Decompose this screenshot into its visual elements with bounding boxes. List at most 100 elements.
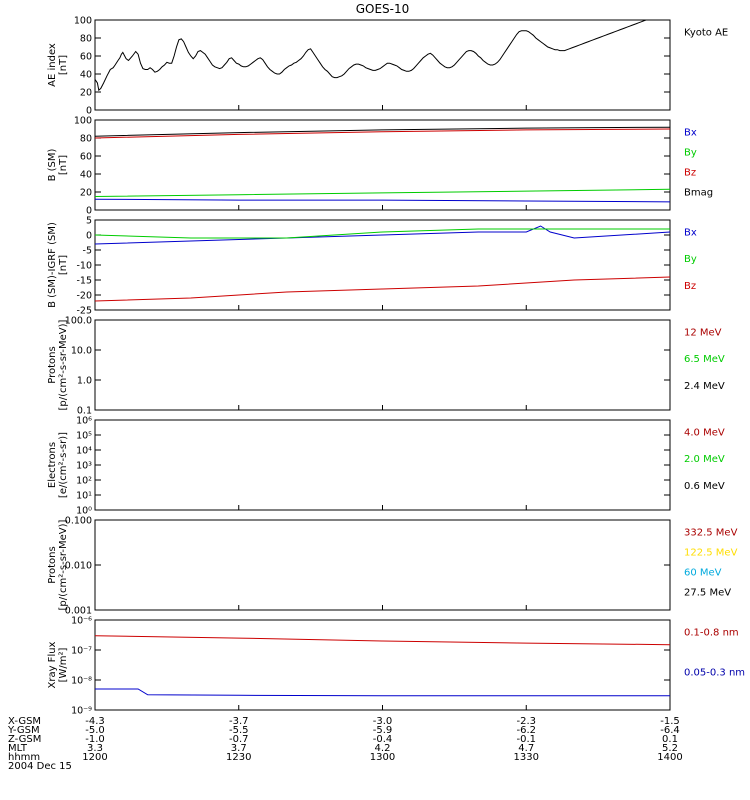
series-line-xray-0-1-0-8-nm (94, 635, 671, 646)
x-tick-hhmm: 1330 (514, 752, 539, 763)
x-row-label: 2004 Dec 15 (8, 761, 72, 772)
x-tick-mlt: 5.2 (662, 743, 678, 754)
legend-label-electrons: 4.0 MeV (684, 428, 725, 439)
legend-label-b_igrf: By (684, 254, 697, 265)
panel-frame-ae (94, 19, 671, 111)
ylabel-electrons: [e/(cm²-s-sr)] (58, 432, 69, 498)
ylabel-xray: [W/m²] (58, 647, 69, 682)
series-line-b_igrf-bz (94, 276, 671, 302)
ytick-label-b_sm: 20 (80, 188, 92, 199)
legend-label-xray: 0.1-0.8 nm (684, 628, 739, 639)
x-row-label: Z-GSM (8, 734, 41, 745)
ytick-label-electrons: 10⁴ (76, 446, 92, 457)
x-tick-mlt: 3.7 (231, 743, 247, 754)
x-tick-z-gsm: -0.7 (229, 734, 249, 745)
series-line-xray-0-05-0-3-nm (95, 688, 670, 697)
series-line-b_igrf-by (94, 228, 670, 239)
legend-label-b_igrf: Bx (684, 228, 697, 239)
ytick-label-protons_high: 0.010 (65, 561, 92, 572)
legend-label-protons_low: 2.4 MeV (684, 381, 725, 392)
series-line-b_igrf-bx (94, 225, 671, 245)
ytick-label-xray: 10⁻⁸ (71, 676, 92, 687)
legend-label-electrons: 0.6 MeV (684, 481, 725, 492)
ylabel-ae: AE index (47, 43, 58, 87)
x-tick-x-gsm: -3.0 (373, 716, 393, 727)
legend-label-protons_high: 332.5 MeV (684, 528, 738, 539)
x-tick-x-gsm: -1.5 (660, 716, 680, 727)
x-tick-x-gsm: -3.7 (229, 716, 249, 727)
legend-label-electrons: 2.0 MeV (684, 454, 725, 465)
ylabel-protons_low: Protons (47, 346, 58, 383)
ytick-label-xray: 10⁻⁷ (71, 646, 92, 657)
ytick-label-b_igrf: -5 (83, 246, 92, 257)
x-tick-x-gsm: -4.3 (85, 716, 105, 727)
legend-label-b_sm: Bz (684, 168, 696, 179)
legend-label-protons_high: 27.5 MeV (684, 588, 731, 599)
legend-label-b_sm: By (684, 148, 697, 159)
x-tick-z-gsm: -0.4 (373, 734, 393, 745)
legend-label-protons_high: 122.5 MeV (684, 548, 738, 559)
x-tick-z-gsm: 0.1 (662, 734, 678, 745)
ytick-label-electrons: 10¹ (76, 491, 92, 502)
ytick-label-electrons: 10² (76, 476, 92, 487)
ytick-label-b_igrf: -25 (76, 306, 92, 317)
ytick-label-b_sm: 100 (74, 116, 92, 127)
legend-label-b_igrf: Bz (684, 281, 696, 292)
x-tick-x-gsm: -2.3 (516, 716, 536, 727)
x-tick-y-gsm: -6.4 (660, 725, 680, 736)
ytick-label-protons_low: 10.0 (71, 346, 92, 357)
ytick-label-b_sm: 40 (80, 170, 92, 181)
panel-frame-xray (94, 619, 671, 711)
x-row-label: hhmm (8, 752, 40, 763)
ytick-label-protons_low: 100.0 (65, 316, 92, 327)
legend-label-protons_high: 60 MeV (684, 568, 722, 579)
x-tick-mlt: 4.2 (375, 743, 391, 754)
x-tick-y-gsm: -6.2 (516, 725, 536, 736)
ylabel-b_sm: [nT] (58, 155, 69, 175)
ytick-label-ae: 0 (86, 106, 92, 117)
legend-label-b_sm: Bmag (684, 188, 713, 199)
ytick-label-electrons: 10⁵ (76, 431, 92, 442)
ytick-label-electrons: 10³ (76, 461, 92, 472)
ytick-label-electrons: 10⁶ (76, 416, 92, 427)
x-tick-y-gsm: -5.5 (229, 725, 249, 736)
ylabel-b_igrf: [nT] (58, 255, 69, 275)
ylabel-protons_low: [p/(cm²-s-sr-MeV)] (58, 319, 69, 410)
x-row-label: Y-GSM (7, 725, 40, 736)
ytick-label-xray: 10⁻⁹ (71, 706, 92, 717)
series-line-b_sm-bz (94, 128, 671, 139)
x-tick-hhmm: 1400 (657, 752, 682, 763)
ytick-label-b_igrf: -20 (76, 291, 92, 302)
ylabel-electrons: Electrons (47, 442, 58, 488)
panel-frame-protons_low (94, 319, 671, 411)
series-line-ae-kyoto-ae (94, 19, 647, 92)
chart-title: GOES-10 (356, 2, 410, 16)
series-line-b_sm-bmag (94, 126, 671, 137)
ytick-label-b_igrf: 0 (86, 231, 92, 242)
ytick-label-ae: 20 (80, 88, 92, 99)
legend-label-protons_low: 12 MeV (684, 328, 722, 339)
legend-label-ae: Kyoto AE (684, 28, 728, 39)
panel-frame-protons_high (94, 519, 671, 611)
legend-label-xray: 0.05-0.3 nm (684, 668, 745, 679)
ytick-label-ae: 80 (80, 34, 92, 45)
x-tick-y-gsm: -5.0 (85, 725, 105, 736)
ytick-label-b_igrf: 5 (86, 216, 92, 227)
ytick-label-protons_low: 0.1 (77, 406, 92, 417)
x-tick-z-gsm: -0.1 (516, 734, 536, 745)
x-tick-y-gsm: -5.9 (373, 725, 393, 736)
panel-frame-b_sm (94, 119, 671, 211)
x-tick-mlt: 3.3 (87, 743, 103, 754)
ytick-label-ae: 40 (80, 70, 92, 81)
ytick-label-protons_low: 1.0 (77, 376, 92, 387)
ytick-label-b_igrf: -10 (76, 261, 92, 272)
ytick-label-electrons: 10⁰ (76, 506, 92, 517)
x-tick-z-gsm: -1.0 (85, 734, 105, 745)
ylabel-xray: Xray Flux (47, 641, 58, 688)
series-line-b_sm-by (94, 188, 671, 197)
ylabel-b_sm: B (SM) (47, 148, 58, 181)
x-tick-hhmm: 1300 (370, 752, 395, 763)
series-line-b_sm-bx (94, 198, 671, 203)
x-tick-mlt: 4.7 (518, 743, 534, 754)
